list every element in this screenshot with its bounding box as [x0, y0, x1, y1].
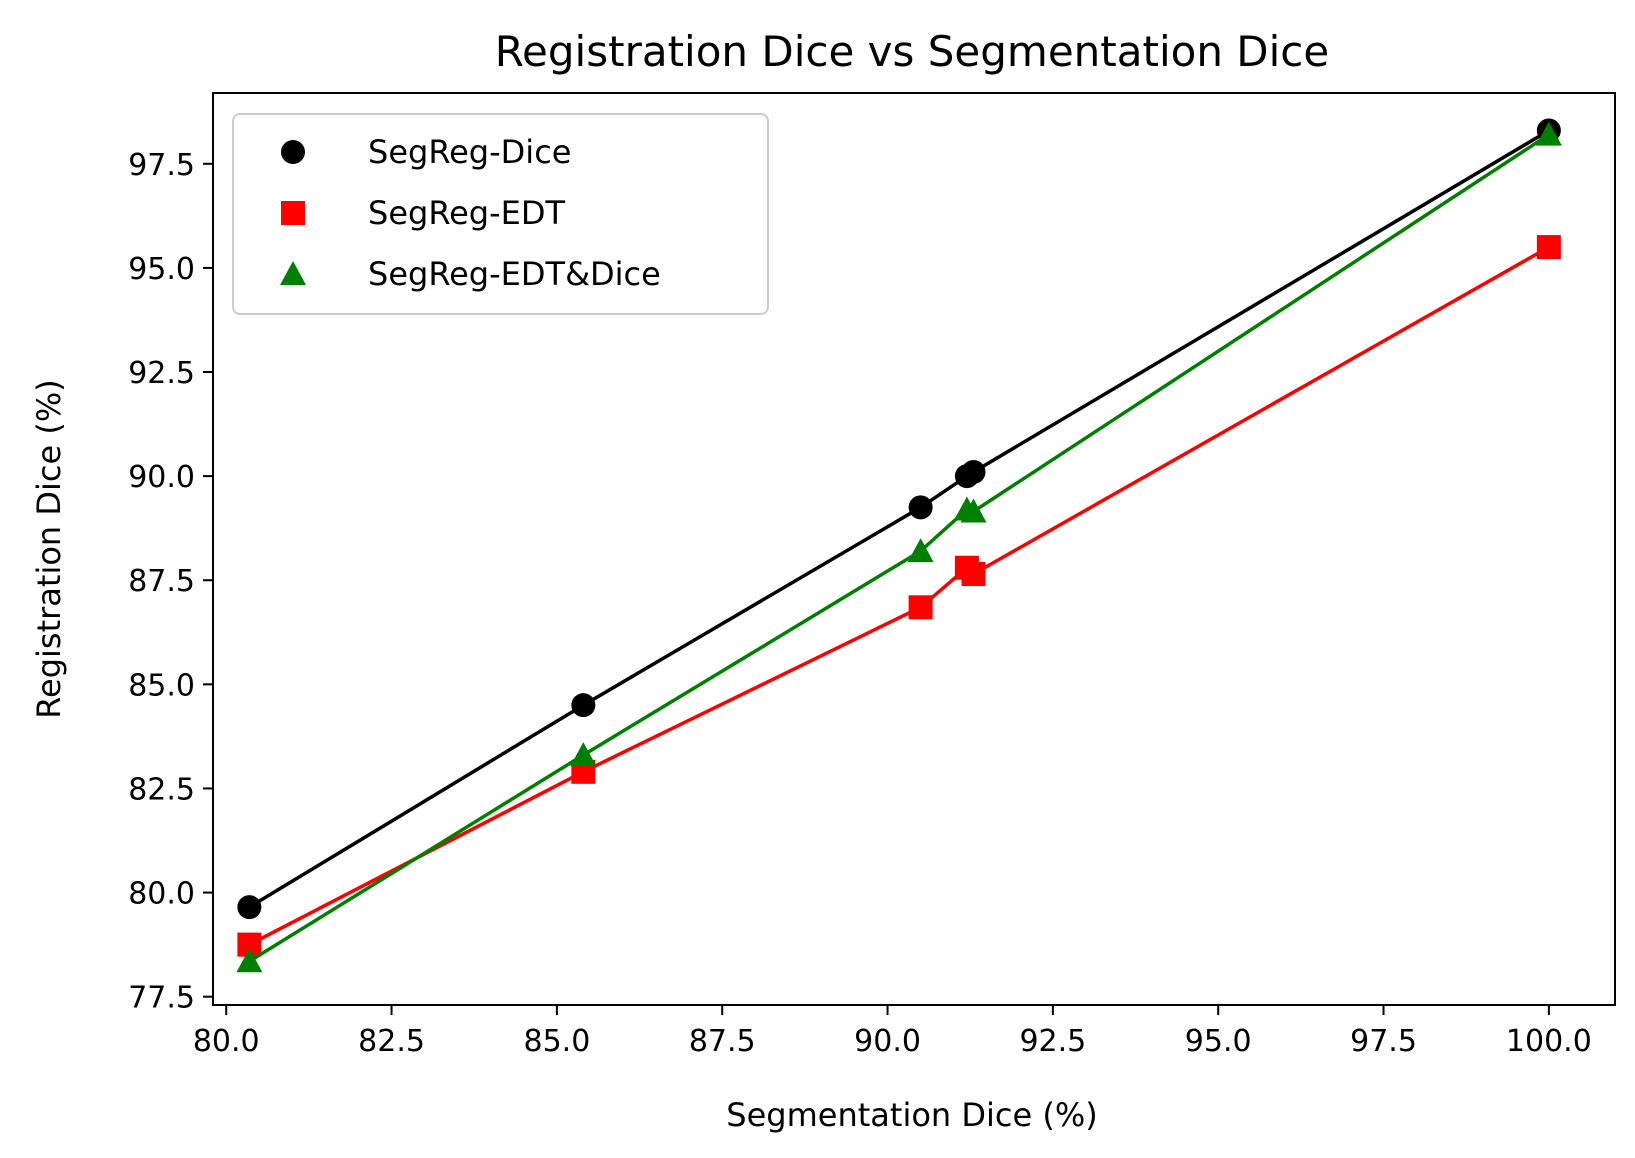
data-point-segreg-edt-dice — [1535, 121, 1562, 146]
legend-frame — [232, 113, 769, 315]
plot-frame — [212, 92, 1616, 1006]
y-tick-label: 80.0 — [128, 877, 195, 912]
legend-marker-segreg-edt — [281, 201, 305, 225]
x-tick-label: 87.5 — [689, 1024, 756, 1059]
series-line-segreg-edt — [248, 245, 1550, 947]
y-tick-label: 87.5 — [128, 564, 195, 599]
legend: SegReg-Dice SegReg-EDT SegReg-EDT&Dice — [232, 113, 769, 315]
plot-series — [236, 118, 1562, 973]
y-tick-label: 92.5 — [128, 356, 195, 391]
data-point-segreg-edt — [237, 932, 262, 957]
y-tick-label: 85.0 — [128, 668, 195, 703]
legend-entry-segreg-dice: SegReg-Dice — [281, 133, 571, 171]
data-point-segreg-edt-dice — [907, 538, 934, 563]
series-line-segreg-dice — [248, 128, 1550, 909]
legend-entry-segreg-edt-dice: SegReg-EDT&Dice — [280, 255, 661, 293]
x-axis-ticks: 80.0 82.5 85.0 87.5 90.0 92.5 95.0 97.5 100.0 — [193, 1005, 1592, 1059]
series-line-segreg-edt-dice — [248, 133, 1550, 963]
x-tick-label: 97.5 — [1350, 1024, 1417, 1059]
legend-label-segreg-dice: SegReg-Dice — [368, 133, 571, 171]
x-tick-label: 85.0 — [523, 1024, 590, 1059]
x-tick-label: 92.5 — [1019, 1024, 1086, 1059]
x-tick-label: 90.0 — [854, 1024, 921, 1059]
legend-label-segreg-edt-dice: SegReg-EDT&Dice — [368, 255, 661, 293]
y-axis-label: Registration Dice (%) — [30, 379, 68, 719]
y-tick-label: 82.5 — [128, 772, 195, 807]
x-tick-label: 82.5 — [358, 1024, 425, 1059]
data-point-segreg-dice — [961, 459, 986, 484]
x-tick-label: 80.0 — [193, 1024, 260, 1059]
x-tick-label: 95.0 — [1185, 1024, 1252, 1059]
data-point-segreg-edt — [961, 561, 986, 586]
data-point-segreg-edt — [1536, 235, 1561, 260]
y-tick-label: 97.5 — [128, 148, 195, 183]
legend-entry-segreg-edt: SegReg-EDT — [281, 194, 566, 232]
y-tick-label: 77.5 — [128, 981, 195, 1016]
y-tick-label: 90.0 — [128, 460, 195, 495]
data-point-segreg-edt-dice — [960, 498, 987, 523]
chart-title: Registration Dice vs Segmentation Dice — [495, 27, 1329, 76]
x-tick-label: 100.0 — [1506, 1024, 1592, 1059]
data-point-segreg-dice — [908, 495, 933, 520]
x-axis-label: Segmentation Dice (%) — [726, 1096, 1097, 1134]
data-point-segreg-dice — [237, 895, 262, 920]
data-point-segreg-edt-dice — [570, 742, 597, 767]
legend-marker-segreg-dice — [281, 140, 305, 164]
legend-label-segreg-edt: SegReg-EDT — [368, 194, 566, 232]
y-tick-label: 95.0 — [128, 252, 195, 287]
legend-marker-segreg-edt-dice — [280, 261, 306, 285]
data-point-segreg-dice — [571, 693, 596, 718]
y-axis-ticks: 77.5 80.0 82.5 85.0 87.5 90.0 92.5 95.0 97.5 — [128, 148, 213, 1016]
data-point-segreg-edt-dice — [236, 948, 263, 973]
series-segreg-edt-dice — [236, 121, 1562, 973]
data-point-segreg-edt — [908, 595, 933, 620]
series-segreg-edt — [237, 235, 1561, 957]
